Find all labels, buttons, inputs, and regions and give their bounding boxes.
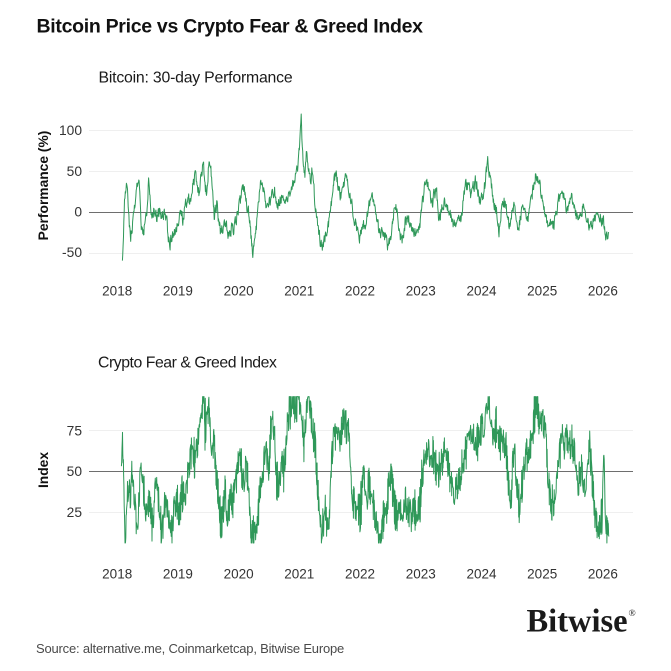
svg-text:75: 75: [67, 424, 83, 439]
svg-text:Bitwise: Bitwise: [527, 604, 628, 640]
svg-text:2020: 2020: [224, 566, 254, 581]
svg-text:2018: 2018: [102, 566, 132, 581]
svg-text:2026: 2026: [588, 566, 618, 581]
svg-text:2021: 2021: [284, 566, 314, 581]
svg-text:Performance (%): Performance (%): [36, 131, 51, 241]
svg-text:25: 25: [67, 505, 83, 520]
svg-text:2021: 2021: [284, 283, 314, 298]
svg-text:Bitcoin: 30-day Performance: Bitcoin: 30-day Performance: [99, 69, 293, 86]
svg-text:2018: 2018: [102, 283, 132, 298]
svg-text:2024: 2024: [466, 283, 497, 298]
svg-text:100: 100: [59, 123, 82, 138]
svg-text:Crypto Fear & Greed Index: Crypto Fear & Greed Index: [98, 355, 277, 372]
svg-text:2020: 2020: [224, 283, 254, 298]
svg-text:2019: 2019: [163, 283, 193, 298]
svg-text:2024: 2024: [466, 566, 497, 581]
svg-text:®: ®: [629, 608, 636, 619]
svg-text:2023: 2023: [406, 566, 436, 581]
svg-text:2022: 2022: [345, 566, 375, 581]
svg-text:Index: Index: [36, 452, 51, 488]
svg-text:2026: 2026: [588, 283, 618, 298]
svg-text:Bitcoin Price vs Crypto Fear &: Bitcoin Price vs Crypto Fear & Greed Ind…: [37, 16, 424, 38]
svg-text:50: 50: [67, 464, 83, 479]
svg-text:2025: 2025: [527, 566, 557, 581]
svg-text:-50: -50: [62, 245, 82, 260]
svg-text:2025: 2025: [527, 283, 557, 298]
svg-text:2023: 2023: [406, 283, 436, 298]
svg-text:2022: 2022: [345, 283, 375, 298]
svg-text:Source: alternative.me, Coinma: Source: alternative.me, Coinmarketcap, B…: [36, 641, 344, 656]
svg-text:0: 0: [74, 205, 82, 220]
svg-text:50: 50: [67, 164, 83, 179]
svg-text:2019: 2019: [163, 566, 193, 581]
